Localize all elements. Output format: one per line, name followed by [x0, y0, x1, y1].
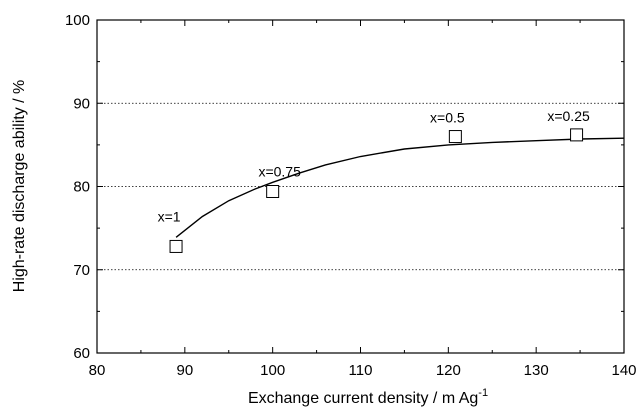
fit-curve-layer	[175, 137, 625, 238]
x-tick-label-100: 100	[260, 362, 285, 379]
point-label-1: x=1	[158, 208, 181, 224]
x-tick-label-120: 120	[436, 362, 461, 379]
axis-ticks: 80 90 100 110 120 130 140 60 70 80 90 100	[65, 12, 637, 379]
y-tick-label-60: 60	[73, 345, 90, 362]
point-label-4: x=0.25	[547, 108, 590, 124]
y-axis-label: High-rate discharge ability / %	[11, 80, 28, 293]
x-tick-label-130: 130	[524, 362, 549, 379]
y-tick-label-100: 100	[65, 12, 90, 29]
y-tick-label-90: 90	[73, 95, 90, 112]
point-label-3: x=0.5	[430, 110, 465, 126]
data-points: x=1 x=0.75 x=0.5 x=0.25	[158, 108, 590, 253]
fit-curve	[175, 137, 625, 238]
grid-lines	[97, 102, 624, 271]
y-tick-label-80: 80	[73, 179, 90, 196]
x-axis-label-superscript: -1	[478, 387, 488, 399]
x-tick-label-90: 90	[176, 362, 193, 379]
data-point-1	[169, 239, 183, 253]
data-point-3	[448, 130, 462, 144]
y-tick-label-70: 70	[73, 262, 90, 279]
x-tick-label-110: 110	[349, 362, 373, 379]
data-point-4	[570, 128, 584, 142]
point-label-2: x=0.75	[258, 163, 301, 179]
data-point-2	[266, 184, 280, 198]
x-tick-label-140: 140	[611, 362, 636, 379]
x-axis-label: Exchange current density / m Ag-1	[248, 387, 488, 407]
x-tick-label-80: 80	[89, 362, 106, 379]
